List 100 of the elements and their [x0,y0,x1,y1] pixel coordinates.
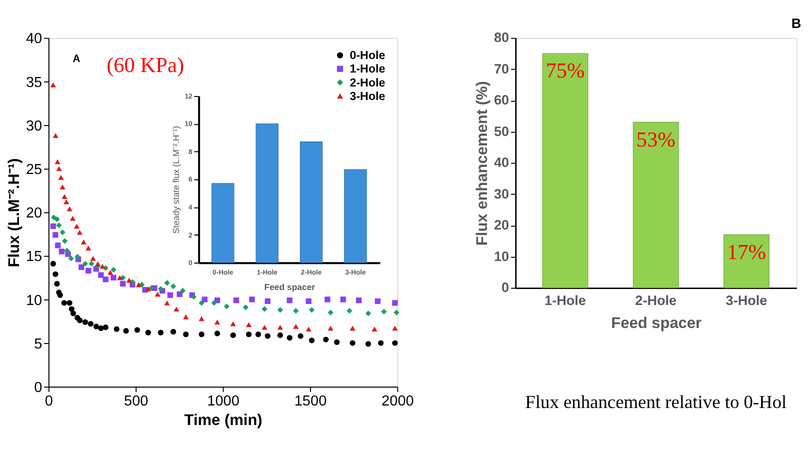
point [180,288,186,294]
point [176,291,182,298]
point [198,300,204,306]
bar [632,122,679,288]
point [136,282,142,288]
point [262,324,268,330]
x-axis-title: Time (min) [184,412,262,429]
point [167,292,173,298]
legend-label: 1-Hole [350,62,386,76]
point [50,223,56,230]
point [392,326,398,331]
point [50,82,56,88]
y-tick-label: 30 [494,186,510,202]
point [66,206,72,212]
point [68,256,74,262]
point [346,308,352,314]
point [381,308,387,314]
point [120,280,126,287]
point [372,326,378,332]
point [378,340,384,346]
point [74,224,80,229]
point [98,272,104,278]
point [164,280,170,286]
point [134,327,140,333]
point [123,328,129,334]
y-tick-label: 40 [494,155,510,170]
point [64,248,70,254]
point [328,326,334,331]
x-tick-label: 0 [44,394,53,410]
point [56,166,62,172]
point [86,268,92,274]
point [52,232,58,238]
y-tick-label: 25 [26,162,42,178]
point [64,199,70,204]
point [230,321,236,326]
point [277,332,284,338]
x-tick-label: 500 [124,394,148,410]
point [264,298,270,304]
point [58,248,65,254]
y-axis-title: Steady state flux (L.M⁻².H⁻¹) [170,126,181,234]
bar [256,123,278,263]
point [246,322,252,328]
point [324,296,330,302]
point [308,307,315,313]
y-tick-label: 80 [494,30,510,46]
point [88,321,94,327]
point [308,338,315,344]
point [230,332,236,338]
point [86,246,92,250]
point [198,316,204,322]
point [58,174,64,180]
point [298,333,304,339]
point [174,306,180,312]
point [211,300,217,306]
point [54,216,60,222]
y-tick-label: 10 [26,292,42,309]
point [82,319,88,325]
y-tick-label: 0 [502,280,510,296]
y-tick-label: 30 [26,118,42,134]
y-tick-label: 60 [494,92,510,108]
point [158,330,164,336]
y-axis-title: Flux enhancement (%) [474,81,492,246]
point [277,324,284,330]
point [50,260,56,267]
legend-label: 2-Hole [350,76,386,90]
point [214,320,220,325]
y-tick-label: 5 [34,336,42,352]
point [214,330,220,336]
point [374,298,380,304]
point [198,332,204,338]
point [61,300,67,306]
point [62,238,68,244]
data-label: 17% [726,240,766,264]
y-tick-label: 20 [494,218,510,233]
y-tick-label: 10 [494,248,510,264]
y-tick-label: 20 [26,206,42,222]
point [246,332,252,338]
point [170,284,176,290]
y-axis-title: Flux (L.M⁻².H⁻¹) [6,158,24,268]
point [102,276,108,282]
point [110,274,116,280]
point [98,325,104,332]
point [350,326,356,331]
point [70,310,76,316]
data-label: 75% [546,58,586,83]
point [202,296,208,302]
text: Flux enhancement relative to 0-Hol [525,392,787,412]
point [392,340,398,346]
x-axis-title: Feed spacer [611,315,702,332]
point [100,264,106,269]
point [356,297,362,304]
point [116,275,123,280]
point [54,280,60,287]
text: B [791,16,802,32]
point [126,278,132,283]
y-tick-label: 40 [26,31,42,48]
x-tick-label: 2000 [382,394,414,410]
point [392,300,398,306]
point [264,333,270,339]
point [328,310,334,316]
